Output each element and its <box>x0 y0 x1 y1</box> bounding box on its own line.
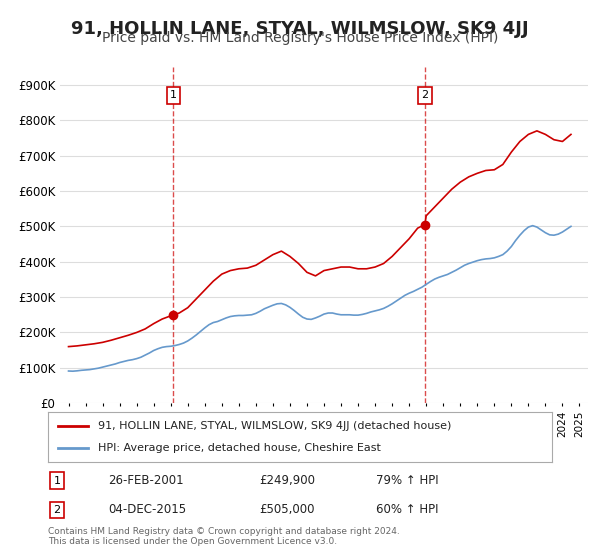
Text: HPI: Average price, detached house, Cheshire East: HPI: Average price, detached house, Ches… <box>98 443 381 453</box>
Text: £249,900: £249,900 <box>260 474 316 487</box>
Text: 1: 1 <box>170 91 177 100</box>
Text: 2: 2 <box>421 91 428 100</box>
Text: 91, HOLLIN LANE, STYAL, WILMSLOW, SK9 4JJ (detached house): 91, HOLLIN LANE, STYAL, WILMSLOW, SK9 4J… <box>98 421 452 431</box>
Text: £505,000: £505,000 <box>260 503 315 516</box>
Text: Price paid vs. HM Land Registry's House Price Index (HPI): Price paid vs. HM Land Registry's House … <box>102 31 498 45</box>
Text: 79% ↑ HPI: 79% ↑ HPI <box>376 474 438 487</box>
Text: 26-FEB-2001: 26-FEB-2001 <box>109 474 184 487</box>
Text: 04-DEC-2015: 04-DEC-2015 <box>109 503 187 516</box>
Text: 2: 2 <box>53 505 61 515</box>
Text: 1: 1 <box>53 475 61 486</box>
Text: Contains HM Land Registry data © Crown copyright and database right 2024.
This d: Contains HM Land Registry data © Crown c… <box>48 526 400 546</box>
Text: 91, HOLLIN LANE, STYAL, WILMSLOW, SK9 4JJ: 91, HOLLIN LANE, STYAL, WILMSLOW, SK9 4J… <box>71 20 529 38</box>
Text: 60% ↑ HPI: 60% ↑ HPI <box>376 503 438 516</box>
